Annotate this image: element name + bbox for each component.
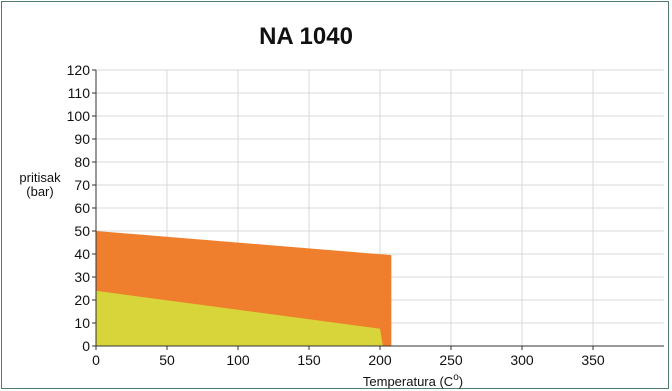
x-axis-label-sup: o bbox=[453, 372, 459, 383]
y-tick-label: 110 bbox=[68, 85, 91, 101]
tick-labels: 0 10 20 30 40 50 60 70 80 90 100 110 120 0 50 100 150 200… bbox=[67, 62, 605, 368]
x-axis-label-close: ) bbox=[459, 374, 463, 389]
y-tick-label: 30 bbox=[74, 269, 90, 285]
y-tick-label: 20 bbox=[74, 292, 90, 308]
axes bbox=[92, 69, 664, 350]
y-tick-label: 0 bbox=[82, 338, 90, 354]
series-area-2 bbox=[96, 290, 383, 346]
x-tick-label: 50 bbox=[159, 352, 175, 368]
y-tick-label: 60 bbox=[74, 200, 90, 216]
y-tick-label: 120 bbox=[67, 62, 91, 78]
x-tick-label: 200 bbox=[368, 352, 392, 368]
x-tick-label: 100 bbox=[226, 352, 250, 368]
x-tick-label: 0 bbox=[92, 352, 100, 368]
y-tick-label: 100 bbox=[67, 108, 91, 124]
y-tick-label: 70 bbox=[74, 177, 90, 193]
y-tick-label: 40 bbox=[74, 246, 90, 262]
y-tick-label: 90 bbox=[74, 131, 90, 147]
x-axis-label: Temperatura (Co) bbox=[363, 372, 463, 389]
y-tick-label: 10 bbox=[74, 315, 90, 331]
y-tick-label: 80 bbox=[74, 154, 90, 170]
x-tick-label: 250 bbox=[439, 352, 463, 368]
y-axis-label-line1: pritisak bbox=[19, 170, 61, 185]
series-areas bbox=[96, 231, 392, 346]
y-axis-label-line2: (bar) bbox=[26, 184, 53, 199]
x-axis-label-text: Temperatura (C bbox=[363, 374, 453, 389]
x-tick-label: 300 bbox=[510, 352, 534, 368]
y-tick-label: 50 bbox=[74, 223, 90, 239]
chart-title: NA 1040 bbox=[259, 23, 353, 50]
x-tick-label: 350 bbox=[581, 352, 605, 368]
x-tick-label: 150 bbox=[297, 352, 321, 368]
